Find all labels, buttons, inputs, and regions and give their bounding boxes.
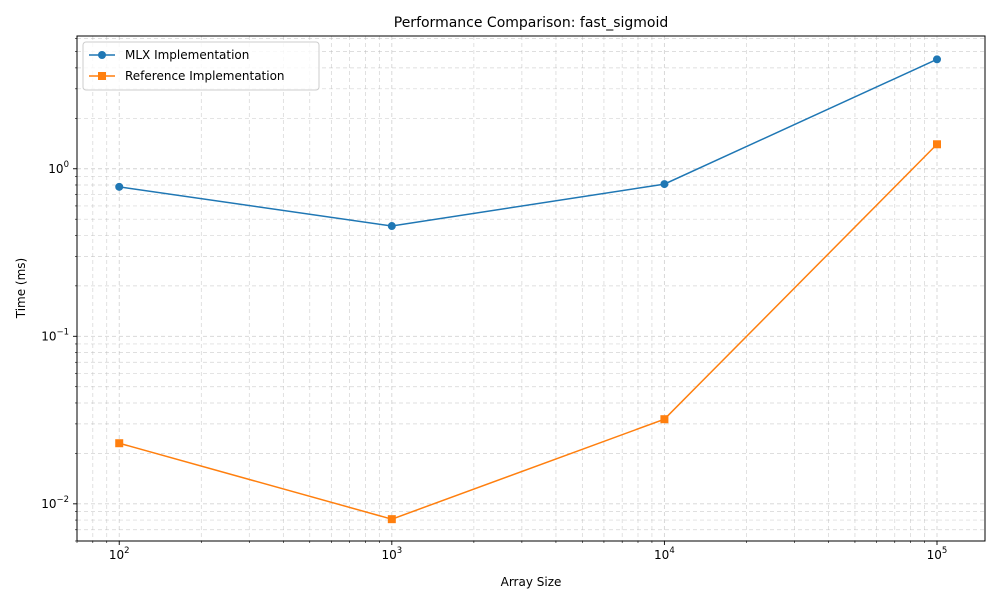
x-axis-label: Array Size (501, 575, 562, 589)
series-point-circle (115, 182, 124, 191)
legend: MLX Implementation Reference Implementat… (82, 41, 320, 91)
legend-marker-mlx (98, 51, 106, 59)
x-tick-label: 103 (381, 546, 402, 562)
series-point-square (387, 515, 396, 524)
legend-label-mlx: MLX Implementation (125, 48, 249, 62)
y-axis: 10−2 10−1 100 (41, 38, 77, 542)
y-tick-label: 100 (48, 160, 69, 176)
plot-frame (76, 35, 986, 542)
y-tick-label: 10−2 (41, 495, 69, 511)
series-point-square (660, 415, 669, 424)
chart-title: Performance Comparison: fast_sigmoid (394, 15, 669, 31)
x-tick-label: 105 (927, 546, 948, 562)
legend-label-reference: Reference Implementation (125, 69, 285, 83)
series-layer (115, 55, 941, 524)
legend-box (82, 41, 320, 91)
series-point-square (115, 439, 124, 448)
y-tick-label: 10−1 (41, 327, 69, 343)
x-axis: 102 103 104 105 (76, 541, 948, 562)
grid-lines (76, 36, 985, 542)
x-tick-label: 104 (654, 546, 675, 562)
series-point-circle (932, 55, 941, 64)
plot-area: 102 103 104 105 10−2 10−1 100 (41, 35, 986, 562)
series-point-circle (660, 180, 669, 189)
series-line-1 (119, 143, 938, 520)
y-axis-label: Time (ms) (14, 258, 28, 320)
series-point-square (932, 140, 941, 149)
series-point-circle (387, 222, 396, 231)
series-line-0 (119, 58, 938, 227)
legend-marker-reference (98, 72, 106, 80)
x-tick-label: 102 (109, 546, 130, 562)
